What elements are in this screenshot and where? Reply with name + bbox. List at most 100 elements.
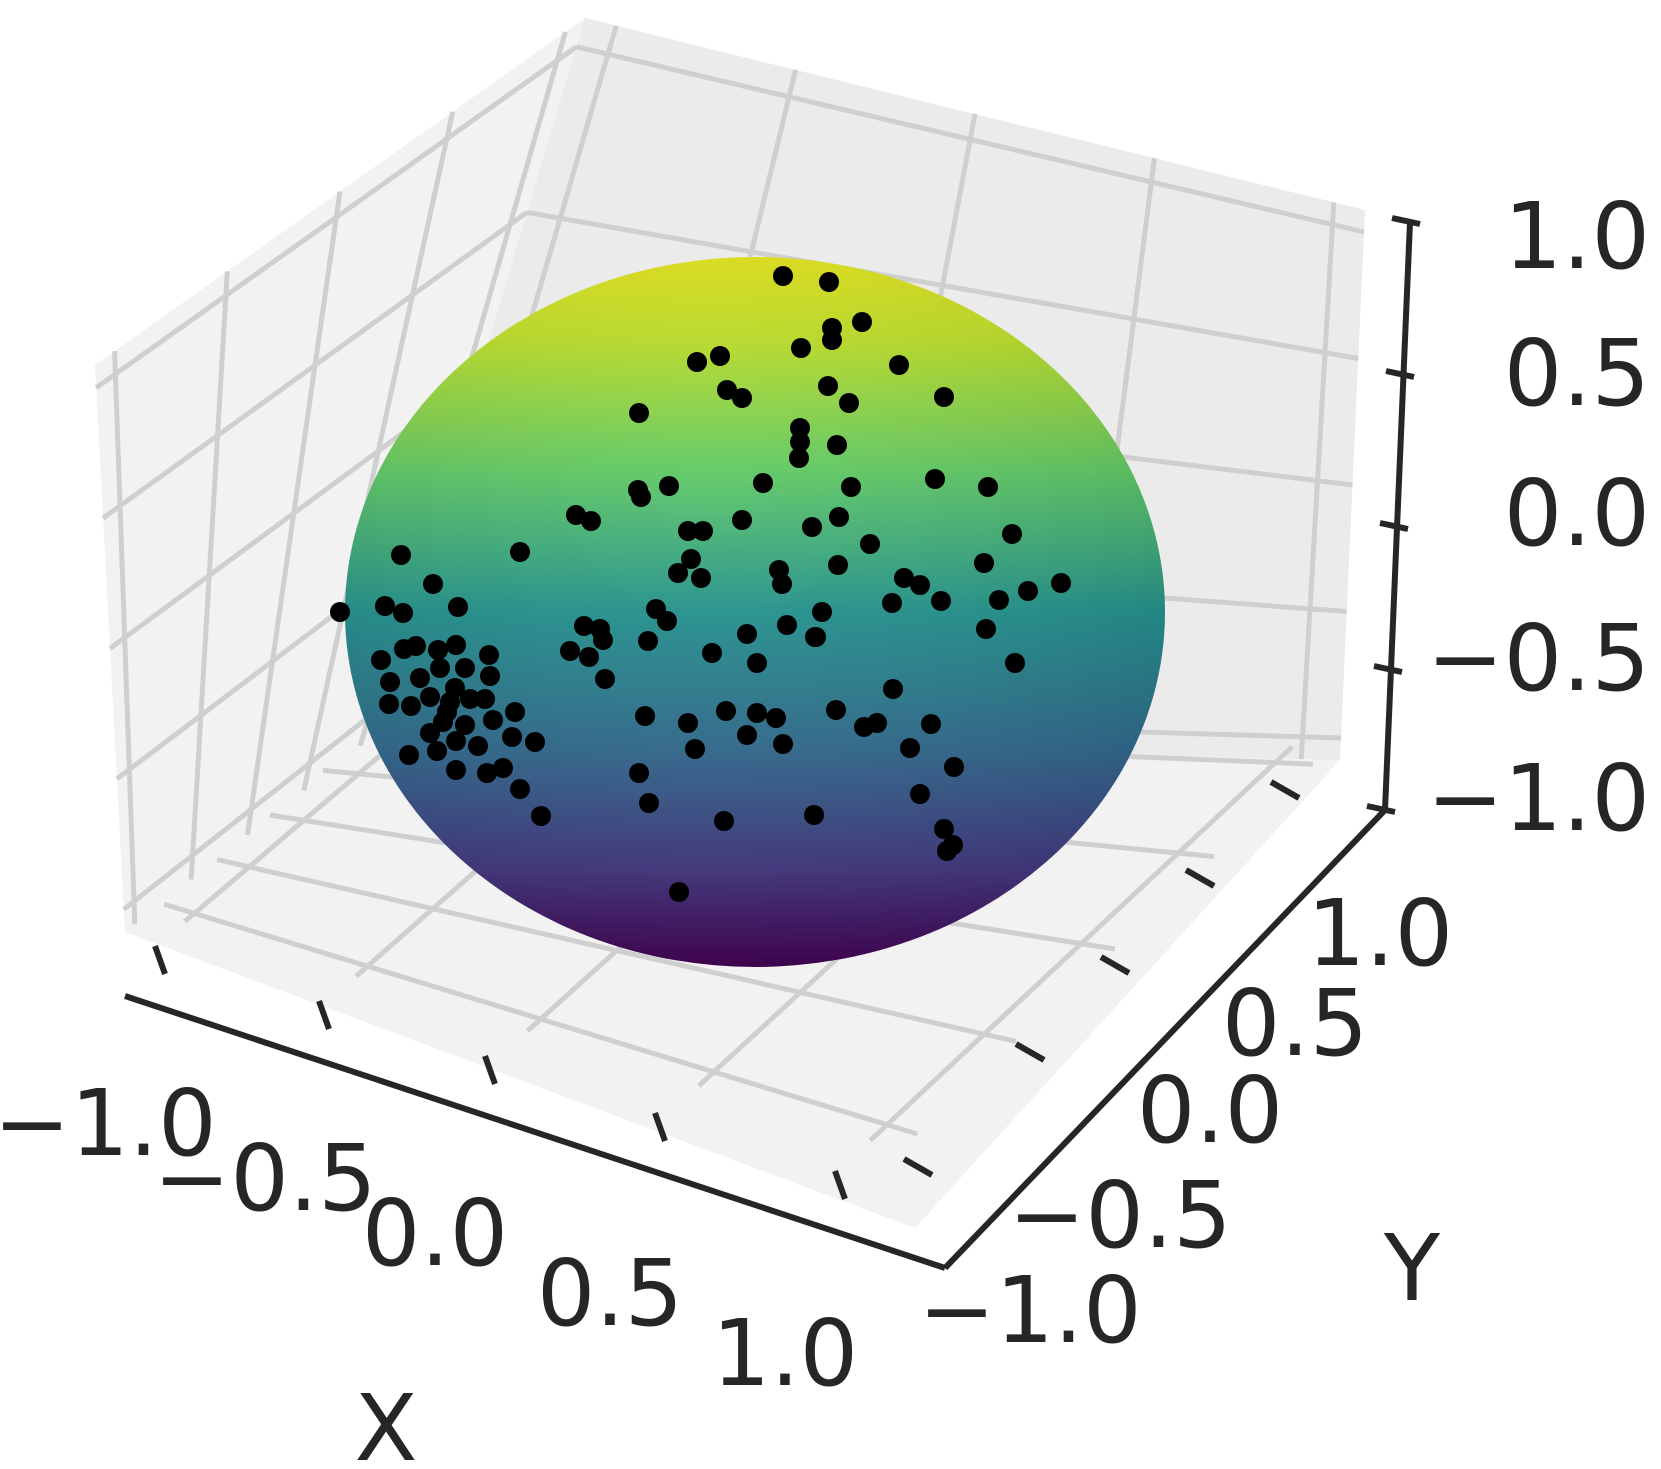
y-axis-title: Y (1383, 1215, 1441, 1322)
z-tick-label-4: 1.0 (1504, 183, 1650, 290)
scatter-point-131 (437, 702, 457, 722)
scatter-point-106 (430, 658, 450, 678)
scatter-point-2 (852, 312, 872, 332)
scatter-point-16 (790, 432, 810, 452)
sphere-surface (345, 257, 1165, 967)
scatter-point-28 (732, 510, 752, 530)
scatter-point-6 (710, 346, 730, 366)
scatter-point-37 (828, 555, 848, 575)
scatter-point-38 (974, 553, 994, 573)
scatter-point-129 (531, 806, 551, 826)
scatter-point-33 (860, 534, 880, 554)
x-axis-line (124, 993, 946, 1271)
scatter-point-59 (593, 630, 613, 650)
scatter-point-40 (691, 568, 711, 588)
scatter-point-25 (978, 477, 998, 497)
scatter-point-71 (747, 703, 767, 723)
grid-back-v-4 (1298, 202, 1337, 760)
scatter-point-121 (446, 731, 466, 751)
scatter-point-34 (1002, 524, 1022, 544)
scatter-point-23 (841, 477, 861, 497)
grid-back-h-4 (575, 44, 1365, 235)
scatter-point-100 (406, 636, 426, 656)
scatter-point-75 (867, 713, 887, 733)
scatter-point-24 (925, 469, 945, 489)
scatter-point-78 (737, 725, 757, 745)
x-tick-label-2: 0.0 (362, 1180, 508, 1287)
z-tick-label-1: −0.5 (1427, 605, 1650, 712)
scatter-point-73 (826, 700, 846, 720)
scatter-point-60 (638, 631, 658, 651)
y-tick-label-0: −1.0 (918, 1257, 1141, 1364)
scatter-point-35 (510, 542, 530, 562)
y-tick-mark-3 (1184, 867, 1216, 889)
scatter-point-66 (1005, 653, 1025, 673)
z-tick-mark-3 (1385, 368, 1415, 380)
x-tick-mark-3 (652, 1111, 668, 1143)
scatter-point-122 (468, 736, 488, 756)
scatter-point-47 (989, 590, 1009, 610)
axis-ticks: −1.0−0.50.00.51.0 −1.0−0.50.00.51.0−1.0−0… (0, 183, 1650, 1407)
z-tick-label-2: 0.0 (1504, 460, 1650, 567)
scatter-point-86 (714, 811, 734, 831)
scatter-point-15 (790, 418, 810, 438)
scatter-point-48 (931, 591, 951, 611)
scatter-point-107 (455, 658, 475, 678)
grid-left-v-3 (301, 111, 456, 791)
scatter-point-103 (479, 645, 499, 665)
scatter-point-62 (579, 647, 599, 667)
scatter-point-123 (502, 727, 522, 747)
y-tick-mark-2 (1099, 954, 1131, 976)
scatter-point-83 (629, 763, 649, 783)
x-tick-label-1: −0.5 (153, 1125, 376, 1232)
scatter-point-70 (716, 701, 736, 721)
scatter-point-39 (668, 563, 688, 583)
x-tick-mark-1 (316, 999, 332, 1031)
scatter-point-20 (659, 476, 679, 496)
scatter-point-12 (839, 393, 859, 413)
y-tick-label-3: 0.5 (1222, 970, 1368, 1077)
scatter-point-19 (753, 473, 773, 493)
scatter-point-53 (777, 615, 797, 635)
scatter-point-45 (1051, 573, 1071, 593)
scatter-point-46 (1018, 581, 1038, 601)
scatter-point-117 (455, 715, 475, 735)
scatter-point-108 (480, 666, 500, 686)
scatter-point-67 (595, 669, 615, 689)
x-tick-label-4: 1.0 (712, 1300, 858, 1407)
scatter-point-72 (766, 708, 786, 728)
grid-floor-x-4 (868, 744, 1294, 1143)
z-tick-mark-2 (1379, 520, 1409, 532)
y-axis-line (942, 807, 1388, 1271)
scatter-point-115 (505, 702, 525, 722)
x-tick-mark-2 (482, 1054, 498, 1086)
scatter-point-82 (944, 757, 964, 777)
scatter-point-96 (393, 603, 413, 623)
scatter-point-80 (773, 734, 793, 754)
grid-left-h-3 (101, 210, 529, 521)
scatter-point-26 (566, 505, 586, 525)
scatter-point-79 (685, 739, 705, 759)
z-tick-mark-0 (1366, 803, 1396, 815)
scatter-point-11 (732, 388, 752, 408)
scatter-point-65 (976, 619, 996, 639)
x-tick-label-0: −1.0 (0, 1070, 217, 1177)
z-tick-mark-4 (1391, 215, 1421, 227)
scatter-point-69 (635, 706, 655, 726)
scatter-point-61 (560, 641, 580, 661)
scatter-point-91 (669, 882, 689, 902)
scatter-point-22 (631, 487, 651, 507)
scatter-point-0 (773, 266, 793, 286)
scatter-point-93 (391, 545, 411, 565)
scatter-point-90 (937, 841, 957, 861)
scatter-point-43 (894, 568, 914, 588)
scatter-point-56 (737, 624, 757, 644)
scatter-point-32 (829, 507, 849, 527)
y-tick-mark-0 (902, 1156, 934, 1178)
scatter-point-10 (717, 380, 737, 400)
scatter-point-114 (475, 689, 495, 709)
z-tick-label-0: −1.0 (1427, 745, 1650, 852)
scatter-point-101 (428, 640, 448, 660)
scatter-point-95 (375, 596, 395, 616)
